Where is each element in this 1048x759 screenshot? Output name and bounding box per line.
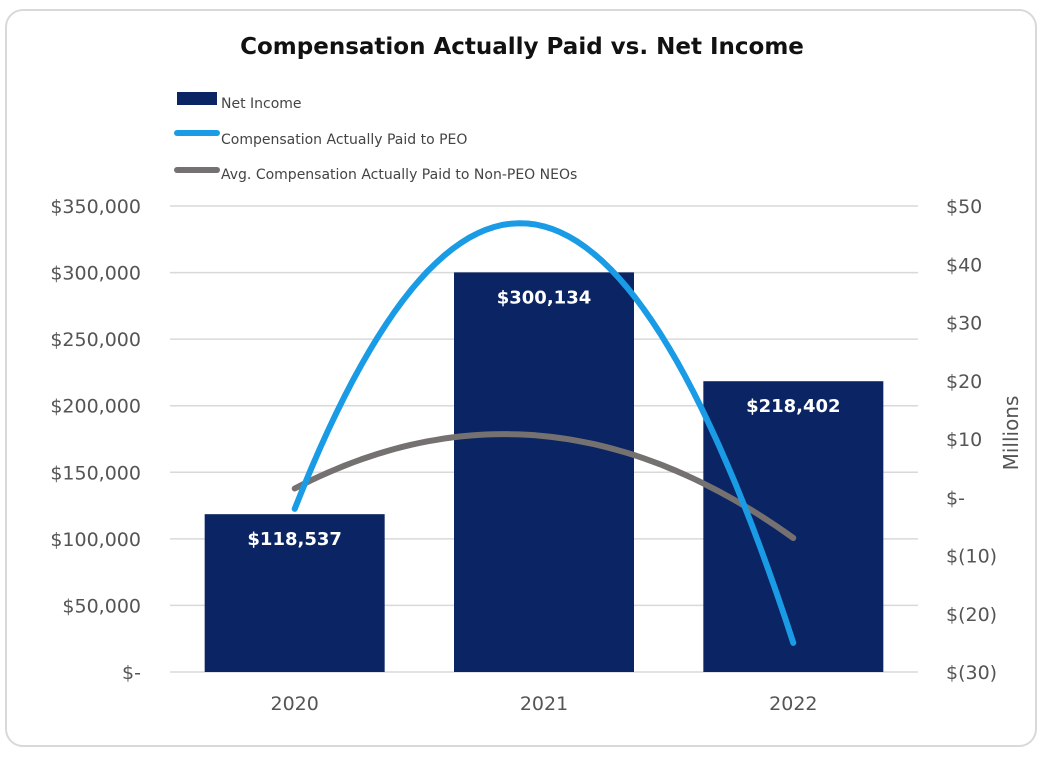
y-tick-left: $- [122, 662, 141, 684]
legend-label-non-peo: Avg. Compensation Actually Paid to Non-P… [221, 167, 577, 183]
y-tick-left: $350,000 [50, 196, 141, 218]
bar-2021 [454, 272, 634, 672]
y-axis-right-label: Millions [999, 396, 1023, 471]
lines [291, 220, 797, 646]
legend-swatch-net-income [177, 92, 217, 105]
y-tick-left: $150,000 [50, 462, 141, 484]
chart-title: Compensation Actually Paid vs. Net Incom… [240, 34, 804, 60]
bar-2022 [703, 381, 884, 672]
y-tick-left: $50,000 [62, 595, 141, 617]
y-tick-right: $(20) [946, 604, 997, 626]
legend-label-net-income: Net Income [221, 96, 302, 112]
y-tick-right: $40 [946, 254, 982, 276]
y-tick-right: $50 [946, 196, 982, 218]
y-tick-right: $30 [946, 313, 982, 335]
x-tick-2022: 2022 [769, 693, 817, 715]
x-axis: 2020 2021 2022 [270, 693, 817, 715]
data-label-2021: $300,134 [497, 287, 592, 308]
y-tick-right: $(10) [946, 546, 997, 568]
y-tick-left: $300,000 [50, 263, 141, 285]
legend-label-peo: Compensation Actually Paid to PEO [221, 132, 467, 148]
y-tick-left: $200,000 [50, 396, 141, 418]
bar-2020 [204, 514, 385, 672]
bars: $118,537 $300,134 $218,402 [204, 272, 884, 672]
y-tick-right: $20 [946, 371, 982, 393]
y-tick-left: $100,000 [50, 529, 141, 551]
legend: Net Income Compensation Actually Paid to… [174, 92, 577, 183]
x-tick-2020: 2020 [270, 693, 318, 715]
y-tick-right: $- [946, 487, 965, 509]
line-non-peo [291, 431, 797, 541]
data-label-2022: $218,402 [746, 396, 841, 417]
y-axis-left: $- $50,000 $100,000 $150,000 $200,000 $250,00… [50, 196, 141, 684]
y-axis-right: $(30) $(20) $(10) $- $10 $20 $30 $40 $50 [946, 196, 997, 684]
y-tick-right: $(30) [946, 662, 997, 684]
line-peo [291, 220, 797, 646]
x-tick-2021: 2021 [520, 693, 568, 715]
data-label-2020: $118,537 [247, 529, 342, 550]
y-tick-left: $250,000 [50, 329, 141, 351]
y-tick-right: $10 [946, 429, 982, 451]
